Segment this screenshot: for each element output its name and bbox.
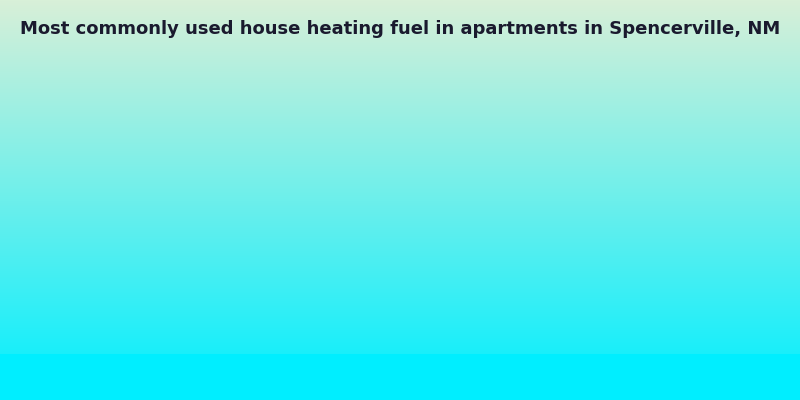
Wedge shape <box>503 244 581 270</box>
Text: City-Data.com: City-Data.com <box>550 52 629 62</box>
Text: Most commonly used house heating fuel in apartments in Spencerville, NM: Most commonly used house heating fuel in… <box>20 20 780 38</box>
Wedge shape <box>239 99 531 270</box>
Bar <box>0 354 800 400</box>
Wedge shape <box>477 150 579 256</box>
